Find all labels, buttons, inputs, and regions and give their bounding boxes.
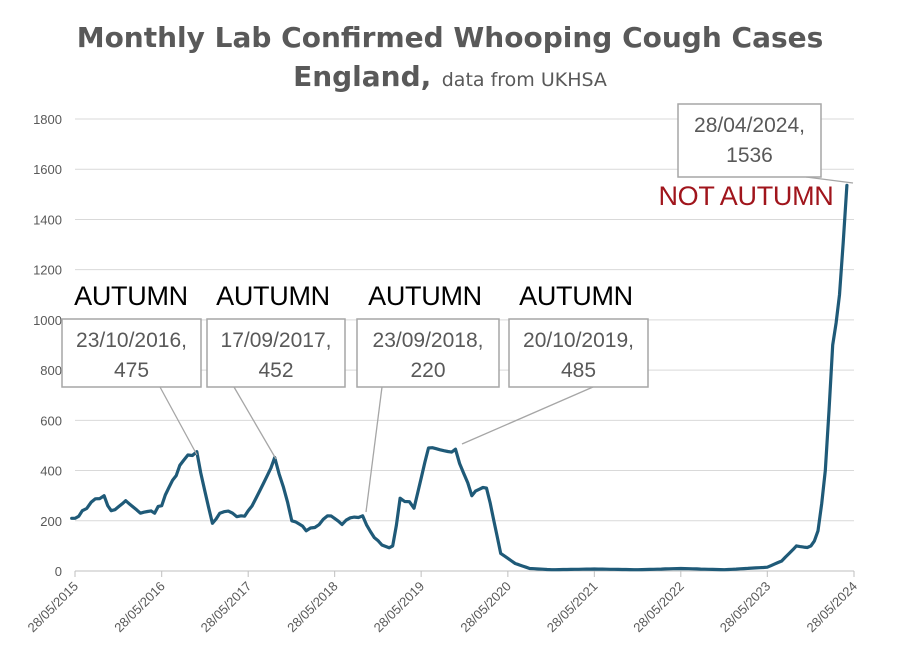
x-tick-label: 28/05/2018 bbox=[284, 579, 341, 636]
callout-2: 17/09/2017, 452 AUTUMN bbox=[206, 281, 346, 460]
y-tick-label: 0 bbox=[55, 564, 62, 579]
y-tick-label: 1000 bbox=[33, 313, 62, 328]
callout-value: 475 bbox=[114, 359, 149, 382]
callout-value: 485 bbox=[561, 359, 596, 382]
series-layer bbox=[70, 183, 849, 572]
x-tick-label: 28/05/2015 bbox=[24, 579, 81, 636]
x-tick-label: 28/05/2020 bbox=[457, 579, 514, 636]
callout-1: 23/10/2016, 475 AUTUMN bbox=[61, 281, 202, 456]
callout-3: 23/09/2018, 220 AUTUMN bbox=[356, 281, 500, 513]
callout-box bbox=[508, 318, 649, 388]
callout-4: 20/10/2019, 485 AUTUMN bbox=[461, 281, 649, 445]
chart-title-region: England, bbox=[293, 60, 431, 93]
callout-date: 28/04/2024, bbox=[694, 114, 805, 137]
y-tick-label: 1600 bbox=[33, 162, 62, 177]
chart-title-line2: England, data from UKHSA bbox=[293, 60, 607, 93]
y-tick-label: 800 bbox=[40, 363, 62, 378]
callout-date: 20/10/2019, bbox=[523, 329, 634, 352]
x-tick-label: 28/05/2024 bbox=[803, 579, 860, 636]
season-label: AUTUMN bbox=[519, 281, 633, 311]
callout-leader-line bbox=[365, 386, 383, 513]
x-tick-label: 28/05/2023 bbox=[717, 579, 774, 636]
callout-leader-line bbox=[461, 386, 594, 445]
callout-5: 28/04/2024, 1536 NOT AUTUMN bbox=[658, 103, 854, 211]
callout-box bbox=[356, 318, 500, 388]
season-label: NOT AUTUMN bbox=[658, 181, 833, 211]
chart-subtitle: data from UKHSA bbox=[442, 69, 607, 91]
callout-value: 220 bbox=[410, 359, 445, 382]
x-tick-label: 28/05/2022 bbox=[630, 579, 687, 636]
season-label: AUTUMN bbox=[368, 281, 482, 311]
x-tick-label: 28/05/2017 bbox=[198, 579, 255, 636]
y-tick-label: 400 bbox=[40, 464, 62, 479]
callout-leader-line bbox=[805, 176, 854, 184]
callout-box bbox=[206, 318, 346, 388]
x-axis-tick-labels: 28/05/2015 28/05/2016 28/05/2017 28/05/2018… bbox=[24, 571, 860, 635]
y-tick-label: 200 bbox=[40, 514, 62, 529]
chart-title: Monthly Lab Confirmed Whooping Cough Cas… bbox=[77, 21, 824, 54]
x-tick-label: 28/05/2019 bbox=[371, 579, 428, 636]
series-line-cases bbox=[70, 183, 849, 572]
x-tick-label: 28/05/2021 bbox=[544, 579, 601, 636]
callout-value: 452 bbox=[258, 359, 293, 382]
y-axis-tick-labels: 0 200 400 600 800 1000 1200 1400 1600 1800 bbox=[33, 112, 62, 579]
callout-value: 1536 bbox=[726, 144, 773, 167]
callout-date: 23/09/2018, bbox=[373, 329, 484, 352]
callout-date: 17/09/2017, bbox=[221, 329, 332, 352]
y-tick-label: 1400 bbox=[33, 212, 62, 227]
callout-date: 23/10/2016, bbox=[76, 329, 187, 352]
season-label: AUTUMN bbox=[216, 281, 330, 311]
y-tick-label: 1800 bbox=[33, 112, 62, 127]
callout-leader-line bbox=[159, 386, 198, 456]
x-tick-label: 28/05/2016 bbox=[111, 579, 168, 636]
callout-leader-line bbox=[233, 386, 277, 460]
season-label: AUTUMN bbox=[74, 281, 188, 311]
callout-box bbox=[61, 318, 202, 388]
callout-box bbox=[677, 103, 822, 178]
y-tick-label: 600 bbox=[40, 413, 62, 428]
y-tick-label: 1200 bbox=[33, 263, 62, 278]
annotation-layer: 23/10/2016, 475 AUTUMN 17/09/2017, 452 AUTUMN… bbox=[61, 103, 854, 513]
